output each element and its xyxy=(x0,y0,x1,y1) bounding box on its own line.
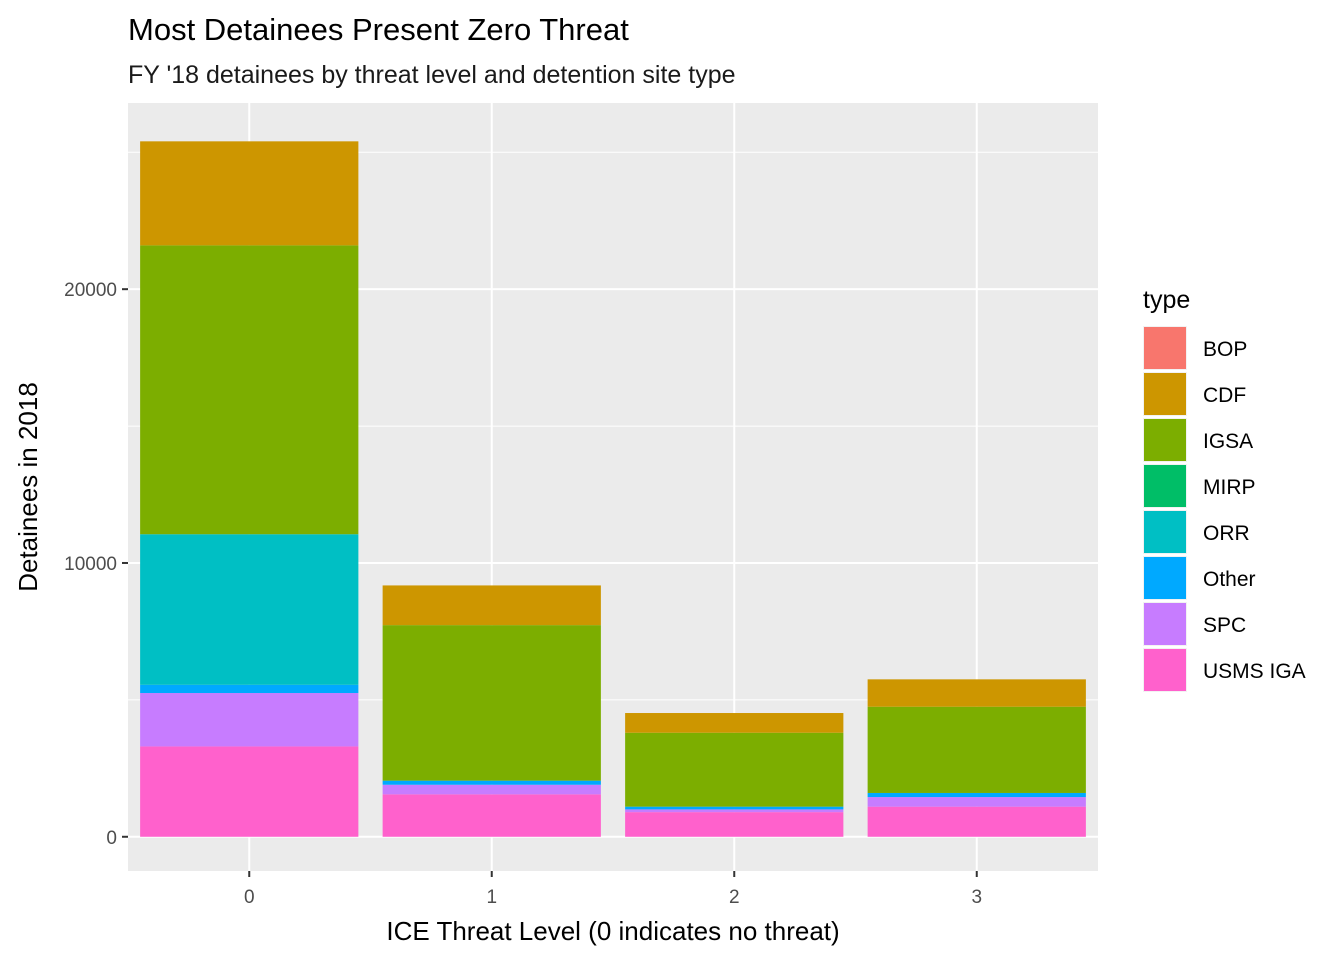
legend-label: SPC xyxy=(1203,614,1246,637)
bar-segment xyxy=(382,625,601,781)
bar-segment xyxy=(140,684,359,694)
x-tick-label: 3 xyxy=(971,887,982,908)
bar-segment xyxy=(140,245,359,535)
bar-segment xyxy=(625,812,844,837)
bar-segment xyxy=(382,794,601,837)
x-tick-label: 0 xyxy=(244,887,255,908)
legend-label: CDF xyxy=(1203,384,1246,407)
bar-segment xyxy=(140,534,359,685)
bar-segment xyxy=(382,780,601,785)
x-tick-label: 2 xyxy=(729,887,740,908)
bar-segment xyxy=(625,806,844,810)
bars xyxy=(140,141,1086,837)
bar-segment xyxy=(625,713,844,733)
x-axis: 0 1 2 3 xyxy=(244,871,982,908)
y-tick-label: 0 xyxy=(106,828,117,849)
legend-swatch xyxy=(1144,327,1186,369)
bar-segment xyxy=(625,809,844,813)
bar-segment xyxy=(867,706,1086,793)
legend-label: MIRP xyxy=(1203,476,1256,499)
y-axis-title: Detainees in 2018 xyxy=(13,382,43,592)
legend-swatch xyxy=(1144,465,1186,507)
legend: type BOP CDF IGSA MIRP ORR Other SPC USMS IGA xyxy=(1143,286,1306,692)
legend-swatch xyxy=(1144,603,1186,645)
legend-label: IGSA xyxy=(1203,430,1253,453)
legend-label: USMS IGA xyxy=(1203,660,1306,683)
legend-swatch xyxy=(1144,373,1186,415)
y-axis: 0 10000 20000 xyxy=(64,280,128,849)
y-tick-label: 20000 xyxy=(64,280,117,301)
legend-label: BOP xyxy=(1203,338,1247,361)
x-axis-title: ICE Threat Level (0 indicates no threat) xyxy=(386,916,839,946)
bar-segment xyxy=(867,806,1086,837)
chart-subtitle: FY '18 detainees by threat level and det… xyxy=(128,61,736,89)
bar-segment xyxy=(382,585,601,626)
legend-swatch xyxy=(1144,557,1186,599)
legend-label: ORR xyxy=(1203,522,1250,545)
bar-segment xyxy=(867,679,1086,707)
bar-segment xyxy=(382,784,601,795)
x-tick-label: 1 xyxy=(486,887,497,908)
bar-segment xyxy=(140,693,359,747)
legend-label: Other xyxy=(1203,568,1256,591)
bar-segment xyxy=(625,732,844,807)
legend-swatch xyxy=(1144,419,1186,461)
chart-title: Most Detainees Present Zero Threat xyxy=(128,12,629,47)
bar-segment xyxy=(140,746,359,837)
legend-swatch xyxy=(1144,511,1186,553)
legend-swatch xyxy=(1144,649,1186,691)
legend-title: type xyxy=(1143,286,1190,314)
bar-segment xyxy=(867,797,1086,807)
y-tick-label: 10000 xyxy=(64,554,117,575)
bar-segment xyxy=(867,792,1086,798)
bar-segment xyxy=(140,141,359,246)
